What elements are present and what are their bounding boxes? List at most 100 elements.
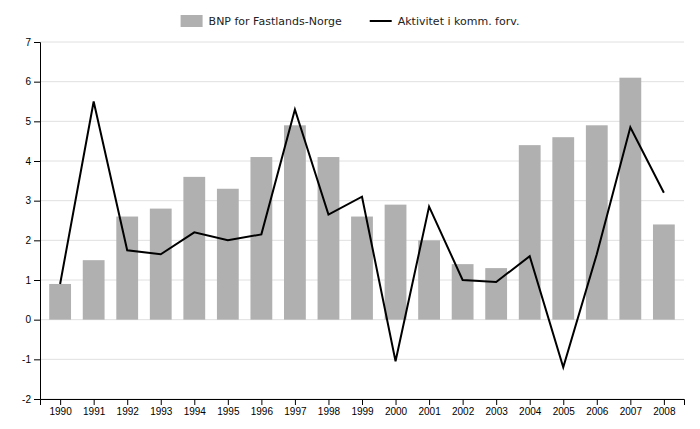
y-tick-mark — [34, 121, 40, 122]
legend: BNP for Fastlands-Norge Aktivitet i komm.… — [181, 15, 520, 28]
x-tick-mark — [630, 399, 631, 405]
bar — [418, 240, 440, 319]
line — [60, 102, 664, 368]
y-tick-mark — [34, 240, 40, 241]
legend-swatch — [370, 20, 392, 22]
bar — [385, 205, 407, 320]
x-tick-mark — [463, 399, 464, 405]
x-tick-mark — [530, 399, 531, 405]
x-tick-mark — [396, 399, 397, 405]
bar — [150, 209, 172, 320]
chart: 1990 1991 1992 1993 1994 1995 1996 1997 1998 1999… — [0, 0, 700, 429]
y-tick: 0 — [25, 314, 40, 325]
x-tick-label: 1996 — [251, 406, 274, 417]
y-tick-label: 7 — [25, 37, 31, 48]
y-tick: 1 — [25, 275, 40, 286]
x-tick: 2004 — [519, 399, 542, 417]
y-tick-label: 0 — [25, 314, 31, 325]
y-tick: 6 — [25, 76, 40, 87]
x-tick: 1993 — [150, 399, 173, 417]
x-tick: 2002 — [452, 399, 475, 417]
y-tick: -2 — [22, 394, 40, 405]
bar — [452, 264, 474, 320]
x-tick: 2000 — [385, 399, 408, 417]
bar — [619, 78, 641, 320]
x-tick-label: 2006 — [586, 406, 609, 417]
y-tick: -1 — [22, 354, 40, 365]
y-tick-label: -1 — [22, 354, 31, 365]
x-tick-label: 1997 — [284, 406, 307, 417]
x-tick: 1996 — [251, 399, 274, 417]
y-tick-mark — [34, 161, 40, 162]
x-tick-mark — [664, 399, 665, 405]
x-tick-mark — [496, 399, 497, 405]
x-tick-label: 2007 — [620, 406, 643, 417]
bar — [284, 125, 306, 319]
legend-item: Aktivitet i komm. forv. — [370, 15, 520, 28]
x-axis-line — [41, 400, 685, 406]
x-tick-label: 2005 — [553, 406, 576, 417]
x-tick-label: 1995 — [217, 406, 240, 417]
x-tick-label: 2000 — [385, 406, 408, 417]
y-axis-line — [34, 43, 41, 400]
bar — [519, 145, 541, 320]
x-tick-mark — [563, 399, 564, 405]
legend-label: Aktivitet i komm. forv. — [398, 15, 520, 28]
y-tick-label: 1 — [25, 275, 31, 286]
y-tick-mark — [34, 82, 40, 83]
legend-item: BNP for Fastlands-Norge — [181, 15, 342, 28]
y-tick-label: 6 — [25, 76, 31, 87]
x-tick: 2001 — [418, 399, 441, 417]
x-tick-label: 2002 — [452, 406, 475, 417]
x-tick-label: 2001 — [418, 406, 441, 417]
grid-line — [40, 121, 684, 122]
x-tick-label: 2003 — [486, 406, 509, 417]
x-tick-mark — [597, 399, 598, 405]
y-axis: -2-101234567 — [22, 37, 40, 405]
x-tick-mark — [362, 399, 363, 405]
x-tick: 1991 — [83, 399, 106, 417]
x-tick-mark — [261, 399, 262, 405]
x-tick: 1994 — [184, 399, 207, 417]
x-tick-label: 1990 — [50, 406, 73, 417]
y-tick-mark — [34, 320, 40, 321]
y-tick: 4 — [25, 156, 40, 167]
x-tick: 2005 — [553, 399, 576, 417]
x-tick: 2008 — [653, 399, 676, 417]
x-tick-mark — [94, 399, 95, 405]
bar — [116, 217, 138, 320]
x-tick: 2007 — [620, 399, 643, 417]
grid-line — [40, 359, 684, 360]
y-tick-label: 2 — [25, 235, 31, 246]
x-tick: 2003 — [486, 399, 509, 417]
plot-area: 1990 1991 1992 1993 1994 1995 1996 1997 1998 1999… — [22, 37, 684, 417]
x-tick-label: 1998 — [318, 406, 341, 417]
bar — [250, 157, 272, 320]
x-tick: 2006 — [586, 399, 609, 417]
bar — [183, 177, 205, 320]
x-tick-label: 1992 — [117, 406, 140, 417]
x-tick: 1995 — [217, 399, 240, 417]
legend-swatch — [181, 15, 203, 27]
y-tick: 5 — [25, 116, 40, 127]
x-tick-label: 1994 — [184, 406, 207, 417]
grid-line — [40, 42, 684, 43]
y-tick: 7 — [25, 37, 40, 48]
y-tick-mark — [34, 280, 40, 281]
x-tick: 1990 — [50, 399, 73, 417]
marks — [49, 78, 675, 368]
bar — [83, 260, 105, 320]
bar — [217, 189, 239, 320]
grid-line — [40, 81, 684, 82]
x-tick: 1998 — [318, 399, 341, 417]
y-tick-label: 4 — [25, 156, 31, 167]
x-tick-mark — [295, 399, 296, 405]
x-tick-mark — [127, 399, 128, 405]
x-tick: 1999 — [351, 399, 374, 417]
x-tick-label: 2008 — [653, 406, 676, 417]
legend-label: BNP for Fastlands-Norge — [209, 15, 342, 28]
bar — [49, 284, 71, 320]
y-tick: 2 — [25, 235, 40, 246]
x-axis: 1990 1991 1992 1993 1994 1995 1996 1997 1998 1999… — [41, 399, 685, 417]
bar — [552, 137, 574, 319]
